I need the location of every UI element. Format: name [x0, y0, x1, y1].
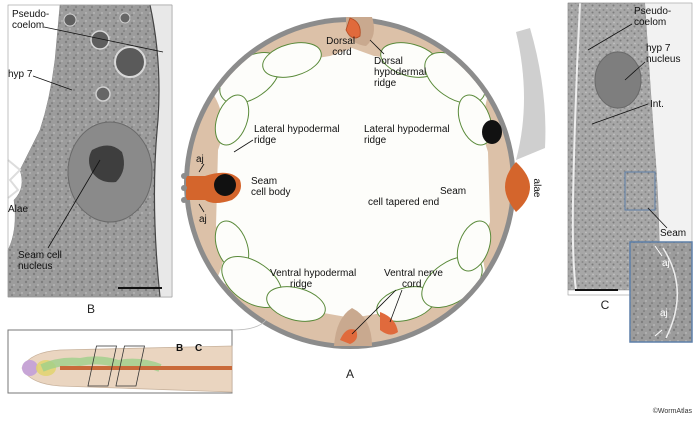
panel-b-pseudocoelom-label: Pseudo- coelom	[12, 9, 52, 31]
panel-a-seam-nucleus	[214, 174, 236, 196]
panel-c-aj-top-label: aj	[662, 258, 670, 269]
panel-c-inset-membrane	[662, 247, 678, 339]
muscle-cell	[214, 94, 250, 146]
panel-c-int-leader	[591, 103, 649, 125]
panel-c-membrane	[571, 2, 581, 291]
panel-a-seam-tapered-label: Seam cell tapered end	[368, 186, 469, 208]
panel-a-aj-bottom-label: aj	[199, 214, 207, 225]
panel-a-aj-top-leader	[198, 163, 205, 173]
panel-a-seam-tapered-end	[505, 162, 530, 212]
panel-c-letter: C	[601, 298, 610, 312]
panel-c-hyp7-nucleus	[594, 51, 642, 109]
panel-c-hyp7-leader	[624, 61, 646, 81]
panel-c-int-label: Int.	[650, 99, 664, 110]
panel-a-aj-bottom-leader	[198, 203, 205, 213]
panel-a-dorsal-ridge-label: Dorsal hypodermal ridge	[374, 56, 429, 89]
panel-a-ventral-ridge-label: Ventral hypodermal ridge	[270, 268, 359, 290]
panel-b-membrane	[149, 4, 161, 298]
panel-a-alae-label: alae	[531, 179, 542, 198]
panel-a-perspective-wedge	[516, 28, 546, 160]
ala	[181, 173, 187, 179]
inset-section-b	[87, 345, 117, 387]
panel-b-vesicle	[119, 12, 131, 24]
panel-c-pseudocoelom-leader	[587, 23, 633, 51]
inset-worm: B C	[7, 319, 267, 394]
panel-a-dorsal-cord	[345, 17, 361, 39]
panel-c-inset-junctions	[654, 245, 663, 337]
panel-a: Dorsal cord Dorsal hypodermal ridge Late…	[181, 17, 546, 381]
panel-a-ventral-cord-leader-2	[389, 289, 403, 323]
ala	[181, 185, 187, 191]
panel-a-lateral-left-label: Lateral hypodermal ridge	[254, 124, 342, 146]
panel-c-seam-leader	[647, 207, 668, 229]
panel-b-letter: B	[87, 302, 95, 316]
panel-a-dorsal-ridge-leader	[369, 39, 385, 55]
credit: ©WormAtlas	[653, 407, 693, 415]
panel-a-left-alae	[181, 173, 187, 203]
panel-b-pseudocoelom-leader	[43, 26, 164, 53]
panel-a-ventral-cord-leader	[351, 289, 397, 335]
panel-a-right-hyp-nucleus	[482, 120, 502, 144]
inset-head	[22, 360, 38, 376]
panel-b-vesicle	[95, 86, 111, 102]
panel-a-ventral-cord-label: Ventral nerve cord	[384, 268, 446, 290]
panel-a-letter: A	[346, 367, 354, 381]
panel-c-zoom-box	[624, 171, 656, 211]
panel-b: Pseudo- coelom hyp 7 Alae Seam cell nucl…	[7, 4, 173, 316]
panel-b-seam-nucleus-label: Seam cell nucleus	[18, 250, 65, 272]
panel-b-alae	[7, 159, 22, 199]
panel-b-vesicle	[90, 30, 110, 50]
panel-b-seam-nucleus	[89, 145, 124, 183]
panel-a-lateral-left-leader	[233, 139, 254, 153]
panel-c-hyp7-nucleus-label: hyp 7 nucleus	[646, 43, 680, 65]
panel-a-aj-top-label: aj	[196, 154, 204, 165]
panel-c-pseudocoelom-label: Pseudo- coelom	[634, 6, 674, 28]
panel-c-seam-label: Seam	[660, 228, 686, 239]
inset-marker-c: C	[195, 343, 202, 354]
panel-a-lateral-right-label: Lateral hypodermal ridge	[364, 124, 452, 146]
panel-c: Pseudo- coelom hyp 7 nucleus Int. Seam a…	[567, 2, 693, 343]
panel-a-seam-body-label: Seam cell body	[251, 176, 290, 198]
inset-pharynx	[40, 356, 162, 372]
inset-connector	[12, 319, 267, 331]
panel-b-alae-label: Alae	[8, 204, 28, 215]
panel-c-zoom-inset	[629, 241, 693, 343]
inset-section-c	[115, 345, 145, 387]
panel-b-seam-nucleus-leader	[47, 159, 101, 249]
panel-b-hyp7-label: hyp 7	[8, 69, 33, 80]
panel-b-hyp7-leader	[32, 75, 73, 91]
ala	[181, 197, 187, 203]
panel-c-background	[645, 3, 692, 290]
panel-a-dorsal-cord-label: Dorsal cord	[326, 36, 358, 58]
muscle-cell	[456, 220, 492, 272]
panel-b-vesicle	[63, 13, 77, 27]
panel-b-vesicle	[114, 46, 146, 78]
muscle-cell	[266, 286, 326, 322]
panel-c-aj-bottom-label: aj	[660, 308, 668, 319]
muscle-cell	[262, 42, 322, 78]
panel-a-ventral-nerve-cord-right	[380, 312, 398, 335]
inset-marker-b: B	[176, 343, 183, 354]
panel-a-inner	[212, 42, 493, 322]
panel-a-body-cavity	[212, 48, 490, 318]
panel-b-frame	[7, 4, 173, 298]
